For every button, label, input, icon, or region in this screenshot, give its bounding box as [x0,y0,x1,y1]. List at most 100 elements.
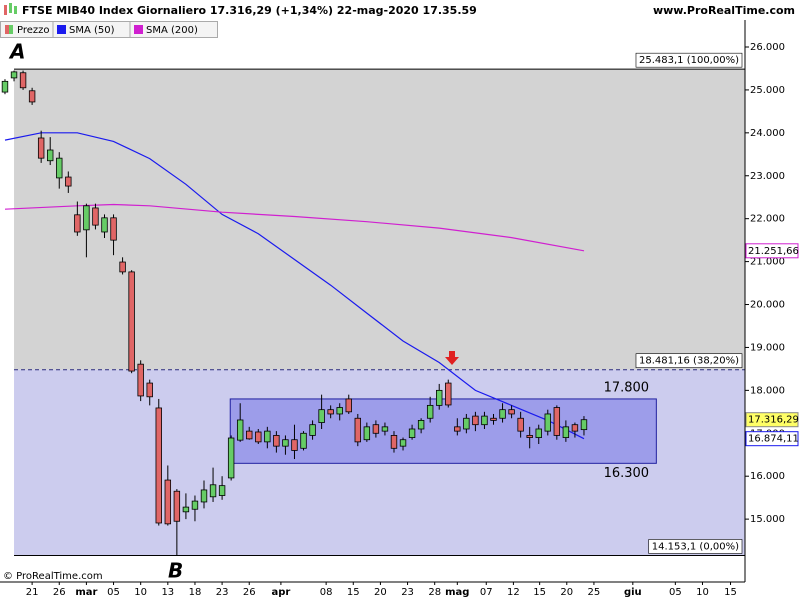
candle-body [182,506,190,513]
candle-body [28,90,36,103]
x-tick-label: 05 [669,587,682,598]
candle-body [318,409,325,423]
candle-body [255,431,262,443]
candle-body [381,426,389,432]
legend-label: SMA (200) [146,25,198,36]
candle-body [164,479,172,525]
candle-body [372,424,380,434]
candle-body [227,437,235,479]
x-tick-label: mag [445,587,469,598]
y-tick-label: 24.000 [750,128,785,139]
x-tick-label: 05 [107,587,120,598]
candle-body [571,424,579,432]
candle-body [10,71,18,79]
candle-body [300,432,307,449]
candle-body [399,439,407,447]
candle-body [282,439,289,447]
y-tick-label: 16.000 [750,471,785,482]
annotation: B [168,559,183,583]
candle-body [408,428,416,438]
candle-body [517,417,524,432]
legend-swatch [134,25,143,34]
candle-body [526,435,533,438]
candle-body [363,426,371,441]
candle-body [119,261,126,273]
candle-body [47,149,54,162]
y-tick-label: 20.000 [750,300,785,311]
copyright: © ProRealTime.com [3,571,103,582]
candle-body [246,430,253,440]
y-tick-label: 25.000 [750,85,785,96]
candle-body [1,80,9,93]
legend-frame [0,21,218,38]
y-tick-label: 22.000 [750,214,785,225]
x-tick-label: 28 [428,587,441,598]
header-bar [0,0,800,20]
y-tick-label: 18.000 [750,385,785,396]
x-tick-label: 18 [189,587,202,598]
x-tick-label: 26 [243,587,256,598]
value-tag-label: 17.316,29 [748,415,799,426]
legend-label: Prezzo [17,25,50,36]
candle-body [37,137,45,159]
x-tick-label: 13 [161,587,174,598]
y-tick-label: 23.000 [750,171,785,182]
y-tick-label: 26.000 [750,42,785,53]
candle-body [264,430,271,443]
candle-body [83,205,90,231]
box-label: 17.800 [604,380,650,395]
header-icon [9,3,12,13]
x-tick-label: 26 [53,587,66,598]
arrow-marker [445,351,459,365]
candle-body [236,419,244,441]
candle-body [508,409,515,415]
fib-label-box [635,52,743,68]
x-tick-label: giu [624,587,642,598]
candle-body [74,214,81,233]
value-tag-label: 21.251,66 [748,246,799,257]
axes: 15.00016.00017.00018.00019.00020.00021.0… [26,42,799,598]
candle-body [19,72,27,89]
y-tick-label: 15.000 [750,514,785,525]
candle-body [200,489,208,503]
value-tag [745,431,799,447]
candle-body [472,415,479,426]
candle-body [562,426,570,438]
x-tick-label: 21 [26,587,39,598]
x-axis-panel [0,582,800,600]
fib-label: 14.153,1 (0,00%) [652,541,739,552]
legend: Prezzo SMA (50) SMA (200) [0,21,218,38]
x-tick-label: 15 [533,587,546,598]
value-tag-label: 16.874,11 [748,434,799,445]
header-icon [4,5,7,15]
candle-body [553,407,561,436]
candle-body [146,382,153,398]
x-tick-label: 23 [401,587,414,598]
fib-label-box [635,353,743,369]
candle-body [499,409,506,419]
x-tick-label: 15 [724,587,737,598]
candle-body [65,176,72,187]
annotation: A [8,40,25,64]
candle-body [56,157,63,179]
candle-body [535,428,542,438]
candle-body [417,420,425,430]
range-box [229,398,657,464]
header-icon [14,6,17,14]
header-site[interactable]: www.ProRealTime.com [653,4,795,17]
fib-label-box [648,539,743,554]
candle-body [454,426,461,432]
x-tick-label: 10 [696,587,709,598]
candle-body [327,409,334,415]
legend-swatch [57,25,66,34]
candle-body [101,217,108,233]
fib-label: 18.481,16 (38,20%) [639,356,739,367]
x-tick-label: 07 [480,587,493,598]
legend-swatch [5,25,9,34]
x-tick-label: 12 [507,587,520,598]
value-tag [745,412,799,428]
y-tick-label: 19.000 [750,342,785,353]
y-tick-label: 21.000 [750,257,785,268]
candle-body [481,415,488,426]
